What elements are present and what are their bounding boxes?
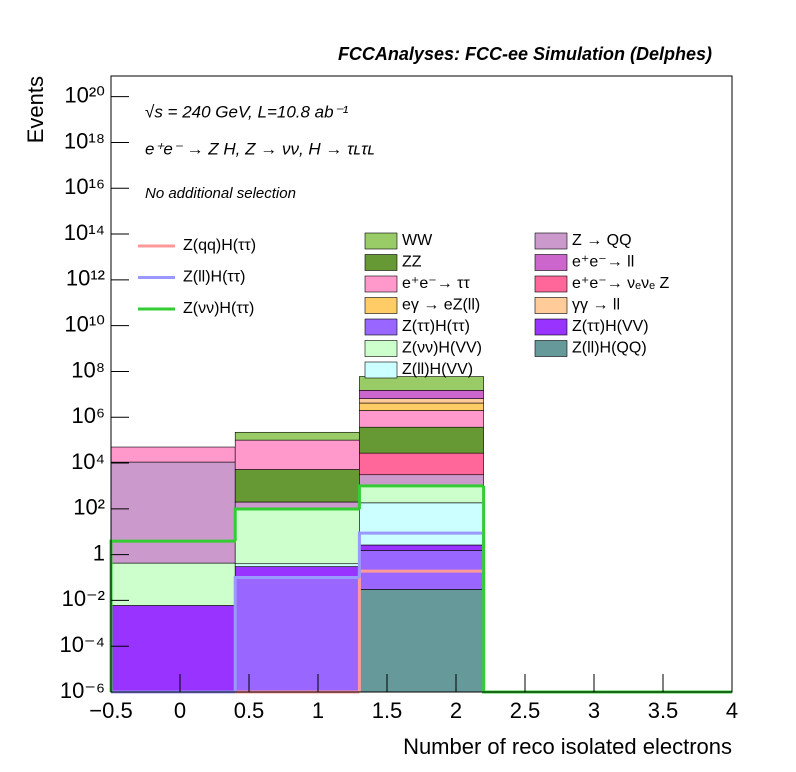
stack-bar [359,452,484,476]
x-tick-label: 0 [174,698,186,723]
legend-label: ZZ [402,254,422,271]
y-tick-label: 10⁶ [71,403,105,428]
legend-swatch [534,297,568,314]
y-axis-label: Events [23,76,48,143]
legend-swatch [364,340,398,357]
legend-label: e⁺e⁻→ ττ [402,275,470,292]
stack-bar [359,589,484,693]
stack-bar [359,398,484,404]
legend-swatch [364,361,398,379]
legend-label: γγ → ll [572,297,620,314]
stack-bar [110,605,236,693]
annotation: e⁺e⁻ → Z H, Z → νν, H → τʟτʟ [145,139,375,158]
stack-bar [110,446,236,463]
stack-bar [110,562,236,606]
x-axis-label: Number of reco isolated electrons [403,734,732,759]
stack-bar [359,390,484,399]
y-tick-label: 10² [73,495,105,520]
y-tick-label: 10²⁰ [64,82,105,107]
legend-label: Z(qq)H(ττ) [183,237,256,254]
legend-label: Z(νν)H(VV) [402,340,482,357]
x-tick-label: 1.5 [372,698,403,723]
legend-swatch [364,297,398,314]
legend-swatch [364,254,398,271]
legend-swatch [534,232,568,250]
x-tick-label: −0.5 [89,698,132,723]
stack-bar [359,402,484,411]
legend-label: Z → QQ [572,232,632,249]
stack-bar [234,577,360,693]
y-tick-label: 10¹⁶ [64,174,105,199]
legend-swatch [534,254,568,271]
stack-bar [359,376,484,391]
stack-bar [359,484,484,504]
stack-bar [234,469,360,503]
stack-bar [234,508,360,565]
legend-label: WW [402,232,433,249]
x-tick-label: 1 [312,698,324,723]
x-tick-label: 3.5 [648,698,679,723]
legend-swatch [364,232,398,250]
stack-bar [110,461,236,564]
signal-line [233,507,360,542]
annotation: √s = 240 GeV, L=10.8 ab⁻¹ [145,102,349,121]
y-tick-label: 10⁴ [71,449,105,474]
legend-label: e⁺e⁻→ νₑνₑ Z [572,275,669,292]
y-tick-label: 1 [93,540,105,565]
x-tick-label: 3 [588,698,600,723]
y-tick-label: 10¹⁴ [64,220,105,245]
y-tick-label: 10¹⁰ [64,311,105,336]
legend-swatch [534,318,568,336]
signal-line [357,531,484,578]
stack-bar [359,474,484,486]
stack-bar [359,502,484,546]
legend-label: e⁺e⁻→ ll [572,254,634,271]
signal-line [357,484,484,510]
legend-label: Z(ττ)H(VV) [572,318,649,335]
legend-label: Z(ll)H(QQ) [572,340,647,357]
stack-bar [234,439,360,470]
stack-bar [234,566,360,578]
plot-frame [110,75,733,693]
legend-label: Z(ll)H(ττ) [183,269,245,286]
legend-label: Z(ττ)H(ττ) [402,318,470,335]
legend-label: Z(νν)H(ττ) [183,300,254,317]
legend-label: eγ → eZ(ll) [402,297,480,314]
y-tick-label: 10⁸ [71,357,105,382]
legend-label: Z(ll)H(VV) [402,361,473,378]
stack-bar [359,544,484,551]
x-tick-label: 0.5 [234,698,265,723]
stack-bar [234,563,360,567]
stack-bar [234,431,360,441]
signal-line [233,576,360,692]
annotation: No additional selection [145,185,296,202]
y-tick-label: 10¹² [66,266,105,291]
y-tick-label: 10⁻⁴ [59,632,105,657]
chart-title: FCCAnalyses: FCC-ee Simulation (Delphes) [338,44,712,64]
legend-swatch [534,275,568,293]
stack-bar [359,426,484,454]
stack-bar [359,410,484,428]
y-tick-label: 10¹⁸ [64,128,105,153]
x-tick-label: 2.5 [510,698,541,723]
y-tick-label: 10⁻² [62,586,105,611]
x-tick-label: 4 [726,698,738,723]
legend-swatch [364,275,398,293]
x-tick-label: 2 [450,698,462,723]
legend-swatch [534,340,568,357]
y-tick-label: 10⁻⁶ [60,678,105,703]
legend-swatch [364,318,398,336]
